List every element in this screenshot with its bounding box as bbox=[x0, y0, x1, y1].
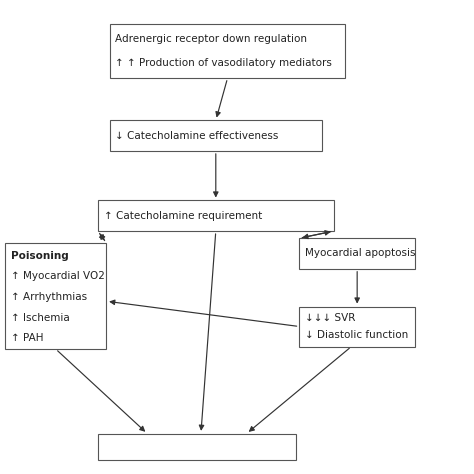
FancyBboxPatch shape bbox=[98, 434, 296, 460]
Text: ↑ PAH: ↑ PAH bbox=[10, 333, 43, 343]
FancyBboxPatch shape bbox=[5, 243, 106, 349]
FancyBboxPatch shape bbox=[98, 201, 334, 231]
FancyBboxPatch shape bbox=[110, 120, 322, 151]
Text: ↓ Catecholamine effectiveness: ↓ Catecholamine effectiveness bbox=[116, 131, 279, 141]
Text: ↓ Diastolic function: ↓ Diastolic function bbox=[305, 330, 408, 340]
Text: ↑ ↑ Production of vasodilatory mediators: ↑ ↑ Production of vasodilatory mediators bbox=[116, 58, 332, 68]
Text: Myocardial apoptosis: Myocardial apoptosis bbox=[305, 248, 416, 258]
Text: ↑ Arrhythmias: ↑ Arrhythmias bbox=[10, 292, 87, 302]
Text: ↑ Catecholamine requirement: ↑ Catecholamine requirement bbox=[104, 211, 262, 221]
Text: ↓↓↓ SVR: ↓↓↓ SVR bbox=[305, 313, 356, 323]
FancyBboxPatch shape bbox=[300, 307, 415, 346]
FancyBboxPatch shape bbox=[300, 238, 415, 269]
Text: ↑ Ischemia: ↑ Ischemia bbox=[10, 313, 69, 323]
FancyBboxPatch shape bbox=[110, 24, 346, 78]
Text: Poisoning: Poisoning bbox=[10, 251, 68, 261]
Text: Adrenergic receptor down regulation: Adrenergic receptor down regulation bbox=[116, 34, 308, 44]
Text: ↑ Myocardial VO2: ↑ Myocardial VO2 bbox=[10, 271, 104, 281]
